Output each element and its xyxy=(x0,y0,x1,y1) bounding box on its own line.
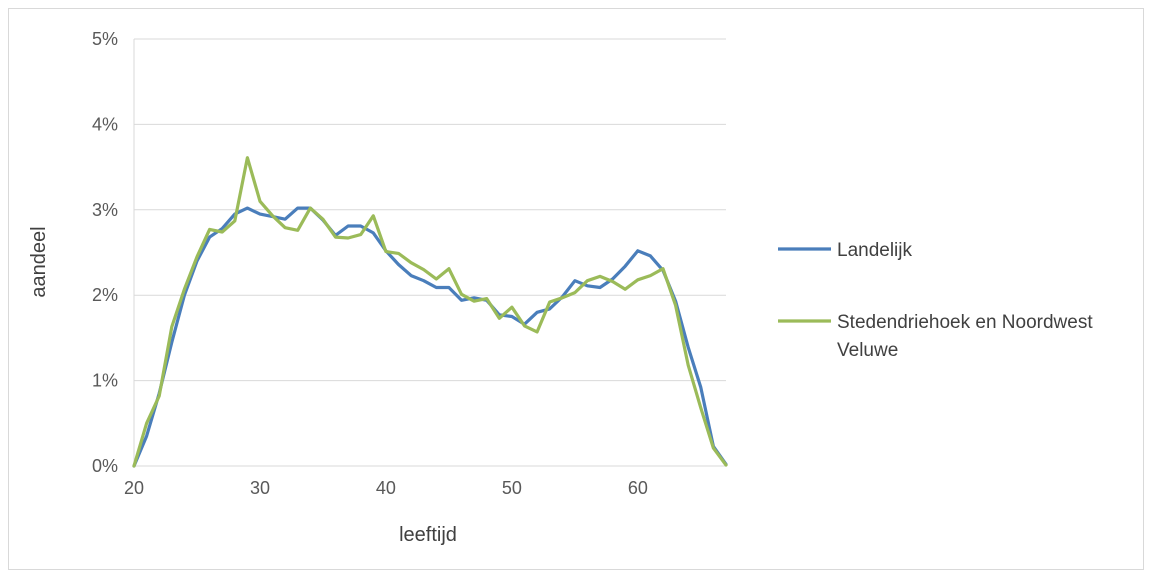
line-chart: 0% 1% 2% 3% 4% 5% 20 30 40 50 60 aandeel leeftijd… xyxy=(28,29,1093,546)
y-tick-label: 2% xyxy=(92,285,118,305)
y-tick-labels: 0% 1% 2% 3% 4% 5% xyxy=(92,29,118,476)
legend-label-1: Landelijk xyxy=(837,240,912,261)
x-tick-label: 60 xyxy=(628,478,648,498)
x-tick-label: 50 xyxy=(502,478,522,498)
series-line-1 xyxy=(132,206,728,468)
gridlines xyxy=(134,38,726,467)
y-tick-label: 4% xyxy=(92,114,118,134)
x-tick-label: 40 xyxy=(376,478,396,498)
y-tick-label: 5% xyxy=(92,29,118,49)
x-axis-title: leeftijd xyxy=(399,524,457,546)
y-tick-label: 0% xyxy=(92,456,118,476)
chart-frame: 0% 1% 2% 3% 4% 5% 20 30 40 50 60 aandeel leeftijd… xyxy=(8,8,1144,570)
series-line-2 xyxy=(132,156,728,468)
y-tick-label: 3% xyxy=(92,200,118,220)
x-tick-label: 30 xyxy=(250,478,270,498)
legend-label-2: Stedendriehoek en Noordwest Veluwe xyxy=(837,312,1093,361)
y-tick-label: 1% xyxy=(92,371,118,391)
y-axis-title: aandeel xyxy=(28,226,50,297)
x-tick-labels: 20 30 40 50 60 xyxy=(124,478,648,498)
legend: Landelijk Stedendriehoek en Noordwest Velu… xyxy=(778,240,1093,361)
series-lines xyxy=(132,156,728,468)
x-tick-label: 20 xyxy=(124,478,144,498)
